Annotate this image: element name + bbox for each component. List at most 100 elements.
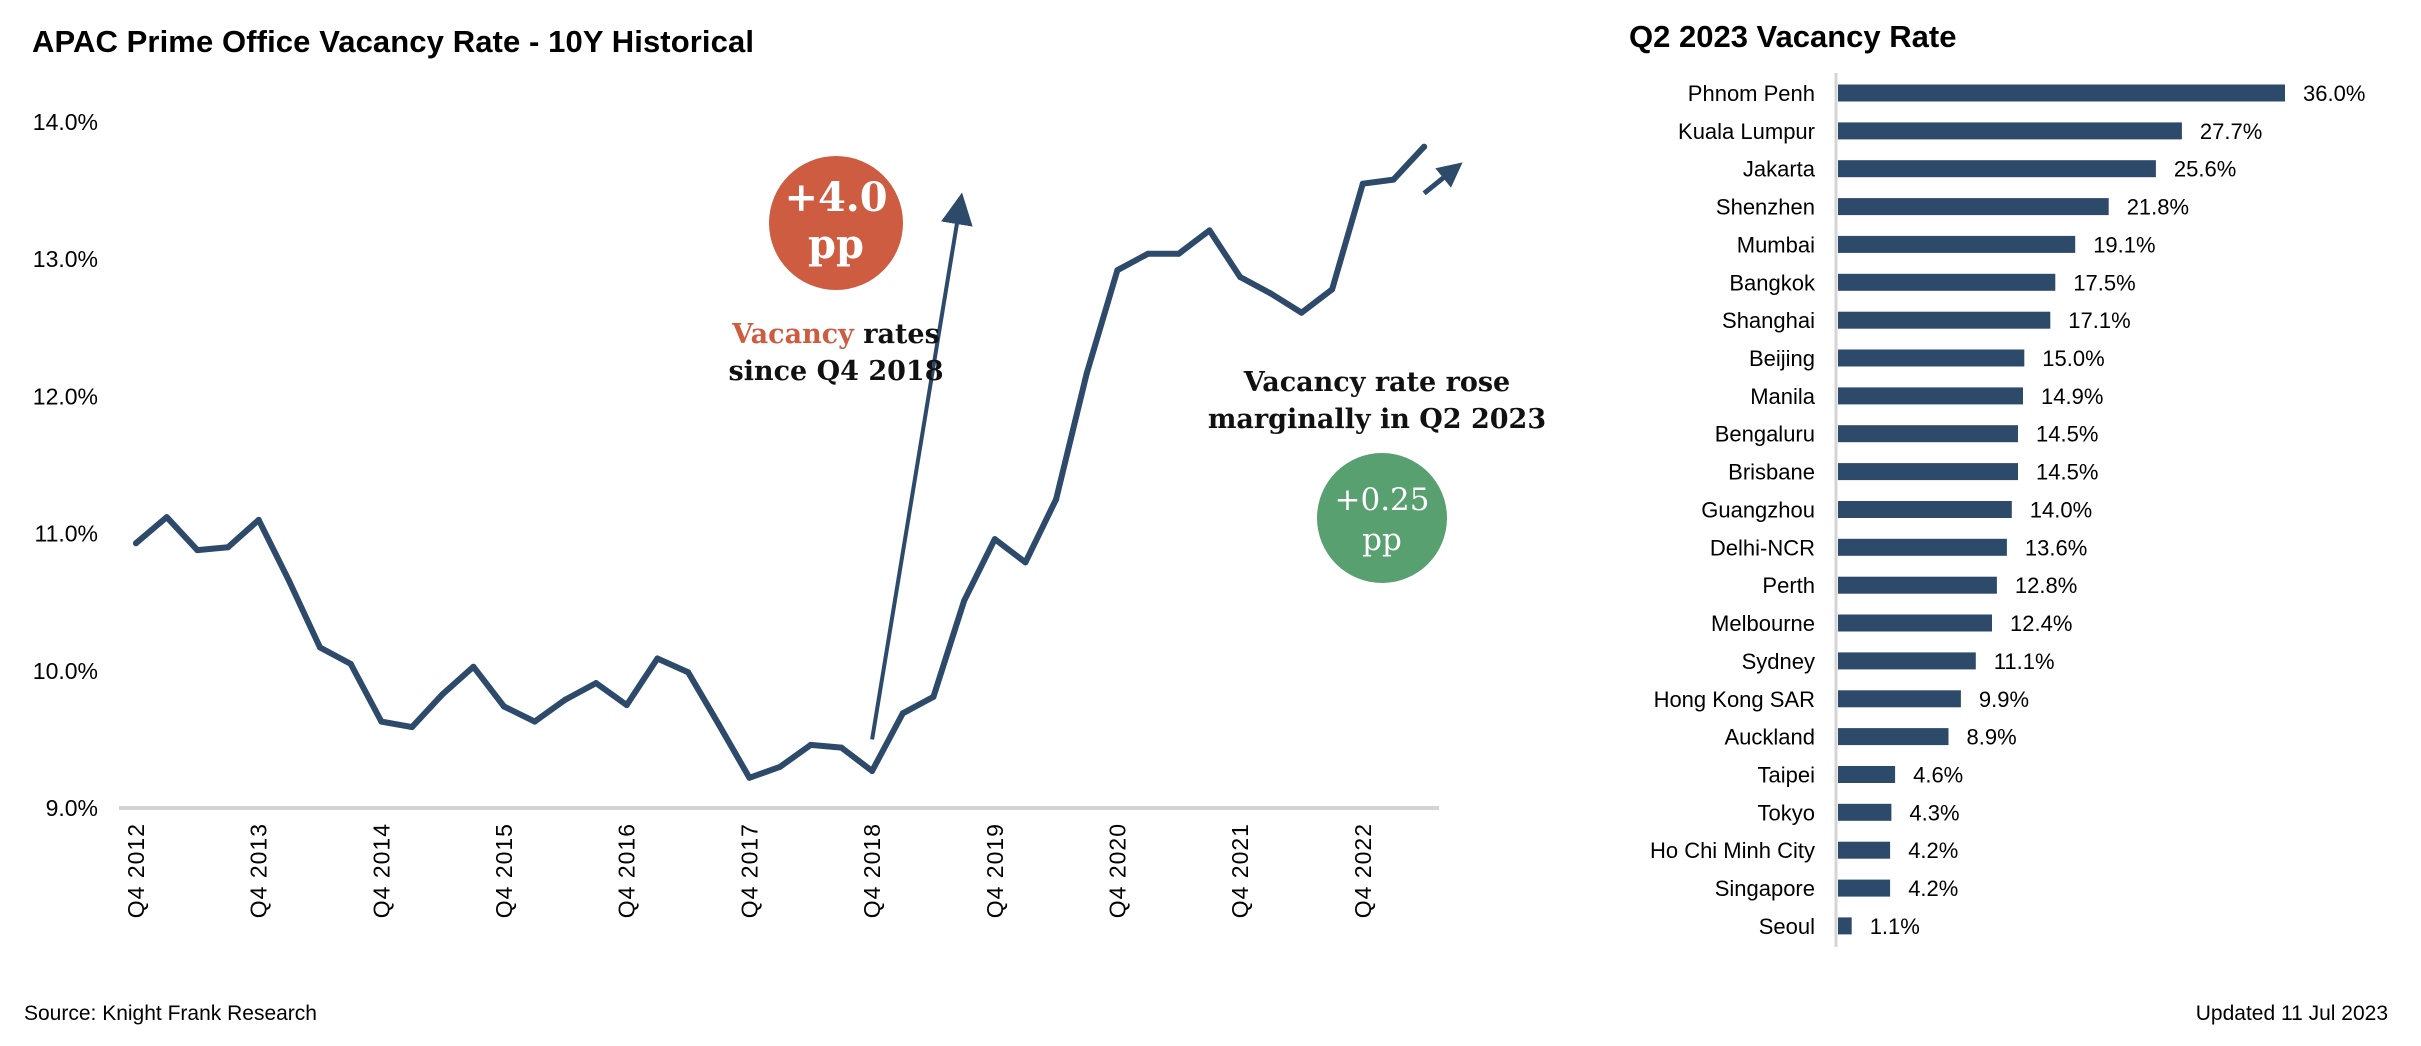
bar-category-label: Seoul — [1759, 914, 1815, 939]
bar-category-label: Auckland — [1724, 725, 1815, 750]
data-point — [1390, 176, 1397, 183]
data-point — [1267, 290, 1274, 297]
x-tick-label: Q4 2014 — [368, 823, 394, 918]
uptick-arrow-icon — [1422, 162, 1463, 196]
data-point — [1114, 267, 1121, 274]
x-tick-label: Q4 2017 — [736, 823, 762, 918]
bar — [1838, 387, 2023, 405]
data-point — [1237, 274, 1244, 280]
bar-value-label: 36.0% — [2303, 81, 2365, 106]
data-point — [225, 544, 231, 551]
bar-chart-title: Q2 2023 Vacancy Rate — [1629, 19, 1957, 54]
line-chart-title: APAC Prime Office Vacancy Rate - 10Y His… — [32, 24, 755, 59]
bar-value-label: 17.5% — [2073, 270, 2135, 295]
bar-value-label: 14.0% — [2030, 497, 2092, 522]
bar — [1838, 917, 1852, 935]
bar-category-label: Melbourne — [1711, 611, 1815, 636]
data-point — [930, 693, 937, 700]
bar-category-label: Bengaluru — [1715, 422, 1815, 447]
bar-category-labels: Phnom Penh Kuala Lumpur Jakarta Shenzhen Mum… — [1650, 81, 1816, 939]
right-circle-unit: pp — [1362, 522, 1402, 558]
x-axis-ticks: Q4 2012 Q4 2013 Q4 2014 Q4 2015 Q4 2016 Q4 20… — [123, 823, 1376, 918]
data-point — [286, 578, 293, 585]
bar-category-label: Kuala Lumpur — [1678, 119, 1815, 144]
bar-value-label: 4.6% — [1913, 762, 1963, 787]
data-point — [1083, 370, 1090, 377]
bar — [1838, 690, 1961, 708]
bar-category-label: Hong Kong SAR — [1654, 687, 1815, 712]
data-point — [470, 663, 477, 670]
updated-date: Updated 11 Jul 2023 — [2195, 1002, 2388, 1025]
data-point — [961, 597, 968, 604]
bar-value-label: 21.8% — [2127, 195, 2189, 220]
data-point — [623, 702, 630, 709]
bar — [1838, 614, 1992, 632]
bar-category-label: Beijing — [1749, 346, 1815, 371]
y-tick-label: 13.0% — [33, 246, 98, 272]
data-point — [347, 660, 354, 667]
bar — [1838, 879, 1891, 897]
data-point — [1053, 496, 1060, 503]
bar — [1838, 311, 2051, 329]
left-caption-highlight: Vacancy — [731, 319, 855, 350]
bar — [1838, 728, 1949, 746]
data-point — [501, 703, 507, 710]
bar — [1838, 501, 2012, 518]
bar-category-label: Jakarta — [1743, 157, 1816, 182]
data-point — [531, 718, 538, 725]
bar-category-label: Sydney — [1742, 649, 1815, 674]
bar-category-label: Shenzhen — [1716, 195, 1815, 220]
bar — [1838, 766, 1896, 783]
source-note: Source: Knight Frank Research — [24, 1002, 317, 1025]
bar-category-label: Perth — [1762, 573, 1815, 598]
bar-value-label: 14.5% — [2036, 422, 2098, 447]
bar-value-label: 11.1% — [1994, 649, 2055, 674]
data-point — [439, 691, 446, 698]
bar — [1838, 803, 1892, 821]
bar-value-label: 27.7% — [2200, 119, 2262, 144]
bar — [1838, 198, 2109, 216]
data-point — [593, 680, 599, 687]
y-axis-ticks: 9.0% 10.0% 11.0% 12.0% 13.0% 14.0% — [33, 109, 98, 821]
y-tick-label: 9.0% — [46, 795, 98, 821]
right-change-circle — [1317, 453, 1447, 583]
data-point — [685, 669, 692, 676]
bar — [1838, 538, 2007, 556]
data-point — [777, 763, 784, 770]
data-point — [317, 644, 323, 651]
left-annotation: +4.0 pp Vacancy rates since Q4 2018 — [729, 156, 943, 387]
left-caption-rest: rates — [854, 319, 940, 350]
bar — [1838, 273, 2056, 291]
data-point — [1359, 180, 1366, 187]
data-point — [838, 744, 845, 751]
bar-category-label: Brisbane — [1728, 460, 1815, 485]
bar-value-label: 17.1% — [2068, 308, 2130, 333]
bar — [1838, 122, 2182, 140]
bar — [1838, 576, 1997, 594]
bar — [1838, 84, 2285, 102]
bar-value-label: 4.3% — [1909, 800, 1959, 825]
x-tick-label: Q4 2019 — [982, 823, 1008, 918]
data-point — [163, 514, 170, 521]
data-point — [562, 696, 569, 703]
y-tick-label: 10.0% — [33, 658, 98, 684]
right-caption-line1: Vacancy rate rose — [1243, 367, 1510, 398]
bar-value-labels: 36.0% 27.7% 25.6% 21.8% 19.1% 17.5% 17.1% 15.0%… — [1870, 81, 2366, 939]
left-caption-line1: Vacancy rates — [731, 319, 940, 350]
x-tick-label: Q4 2015 — [491, 823, 517, 918]
bar-value-label: 9.9% — [1979, 687, 2029, 712]
x-tick-label: Q4 2018 — [859, 823, 885, 918]
data-point — [807, 741, 814, 748]
data-point — [654, 655, 661, 662]
bar — [1838, 463, 2018, 481]
bar-value-label: 13.6% — [2025, 535, 2087, 560]
data-point — [869, 768, 876, 774]
x-tick-label: Q4 2021 — [1227, 823, 1253, 918]
bar-value-label: 12.8% — [2015, 573, 2077, 598]
y-tick-label: 14.0% — [33, 109, 98, 135]
data-point — [378, 718, 385, 725]
x-tick-label: Q4 2013 — [246, 823, 272, 918]
rise-arrow-icon — [870, 192, 973, 740]
data-point — [1206, 227, 1213, 234]
